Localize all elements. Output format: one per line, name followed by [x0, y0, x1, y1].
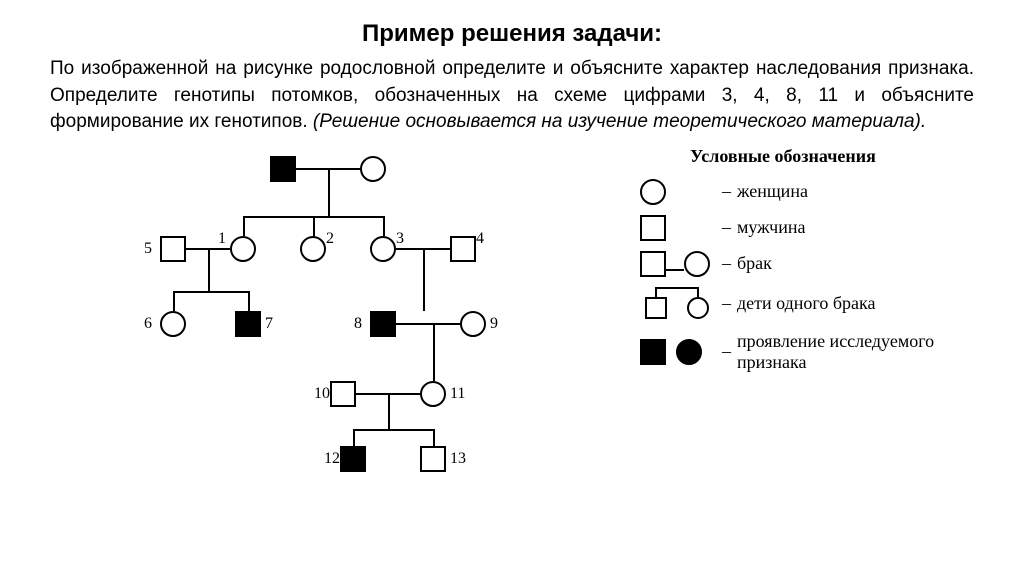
connector-vertical — [313, 216, 315, 236]
connector-vertical — [208, 248, 210, 291]
pedigree-label: 11 — [450, 385, 465, 403]
pedigree-node-n10 — [330, 381, 356, 407]
pedigree-node-n5 — [160, 236, 186, 262]
connector-horizontal — [173, 291, 248, 293]
pedigree-label: 13 — [450, 450, 466, 468]
connector-vertical — [423, 248, 425, 311]
connector-vertical — [433, 429, 435, 446]
pedigree-chart: 51234678910111213 — [140, 146, 630, 466]
pedigree-label: 8 — [354, 315, 362, 333]
pedigree-node-g1f — [360, 156, 386, 182]
children-icon — [640, 287, 720, 321]
connector-vertical — [328, 168, 330, 216]
connector-vertical — [383, 216, 385, 236]
legend-row-children: – дети одного брака — [640, 287, 974, 321]
dash: – — [722, 341, 731, 362]
marriage-icon — [640, 251, 720, 277]
pedigree-node-n12 — [340, 446, 366, 472]
pedigree-node-n9 — [460, 311, 486, 337]
pedigree-node-n3 — [370, 236, 396, 262]
pedigree-label: 1 — [218, 230, 226, 248]
pedigree-label: 3 — [396, 230, 404, 248]
paragraph-note: (Решение основывается на изучение теорет… — [313, 111, 926, 132]
connector-vertical — [248, 291, 250, 311]
male-icon — [640, 215, 720, 241]
legend-label: проявление исследуемого признака — [737, 331, 974, 373]
legend-label: брак — [737, 253, 772, 274]
legend-title: Условные обозначения — [690, 146, 974, 167]
pedigree-label: 5 — [144, 240, 152, 258]
pedigree-node-n13 — [420, 446, 446, 472]
affected-icon — [640, 339, 720, 365]
legend-row-female: – женщина — [640, 179, 974, 205]
dash: – — [722, 253, 731, 274]
connector-vertical — [433, 323, 435, 381]
legend-row-affected: – проявление исследуемого признака — [640, 331, 974, 373]
pedigree-node-n6 — [160, 311, 186, 337]
connector-horizontal — [353, 429, 433, 431]
connector-vertical — [173, 291, 175, 311]
page-title: Пример решения задачи: — [50, 20, 974, 48]
pedigree-node-n1 — [230, 236, 256, 262]
pedigree-node-n8 — [370, 311, 396, 337]
pedigree-node-g1m — [270, 156, 296, 182]
pedigree-label: 4 — [476, 230, 484, 248]
content-row: 51234678910111213 Условные обозначения –… — [50, 146, 974, 466]
dash: – — [722, 181, 731, 202]
connector-vertical — [243, 216, 245, 236]
pedigree-label: 12 — [324, 450, 340, 468]
female-icon — [640, 179, 720, 205]
connector-vertical — [353, 429, 355, 446]
connector-vertical — [388, 393, 390, 429]
dash: – — [722, 293, 731, 314]
pedigree-node-n2 — [300, 236, 326, 262]
pedigree-label: 7 — [265, 315, 273, 333]
legend-row-marriage: – брак — [640, 251, 974, 277]
pedigree-label: 2 — [326, 230, 334, 248]
pedigree-label: 6 — [144, 315, 152, 333]
legend-label: мужчина — [737, 217, 805, 238]
legend-row-male: – мужчина — [640, 215, 974, 241]
pedigree-node-n11 — [420, 381, 446, 407]
pedigree-node-n7 — [235, 311, 261, 337]
legend: Условные обозначения – женщина – мужчина… — [630, 146, 974, 466]
pedigree-label: 9 — [490, 315, 498, 333]
task-text: По изображенной на рисунке родословной о… — [50, 56, 974, 136]
pedigree-label: 10 — [314, 385, 330, 403]
dash: – — [722, 217, 731, 238]
legend-label: дети одного брака — [737, 293, 875, 314]
legend-label: женщина — [737, 181, 808, 202]
pedigree-node-n4 — [450, 236, 476, 262]
connector-horizontal — [396, 323, 460, 325]
